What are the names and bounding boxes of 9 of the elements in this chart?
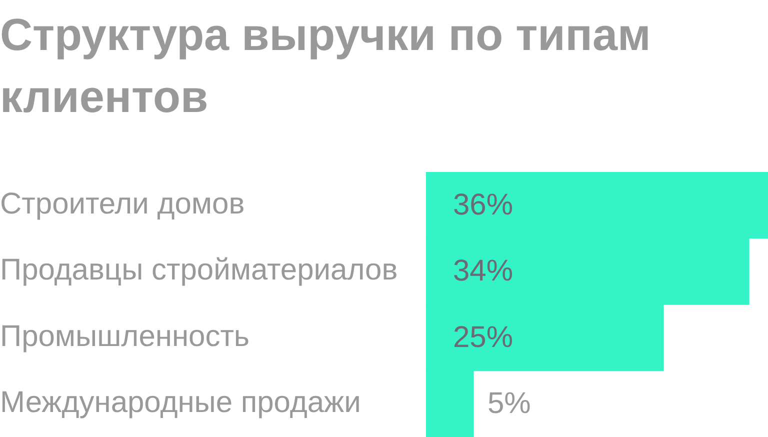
y-tick-label: Промышленность [0,320,250,353]
chart-title: Структура выручки по типам клиентов [0,8,652,124]
y-tick-label: Строители домов [0,187,245,220]
data-label: 34% [453,254,514,288]
data-label: 5% [488,387,531,420]
data-label: 36% [453,188,514,222]
data-label: 25% [453,320,514,354]
y-tick-label: Международные продажи [0,386,361,420]
y-tick-label: Продавцы стройматериалов [0,254,398,287]
